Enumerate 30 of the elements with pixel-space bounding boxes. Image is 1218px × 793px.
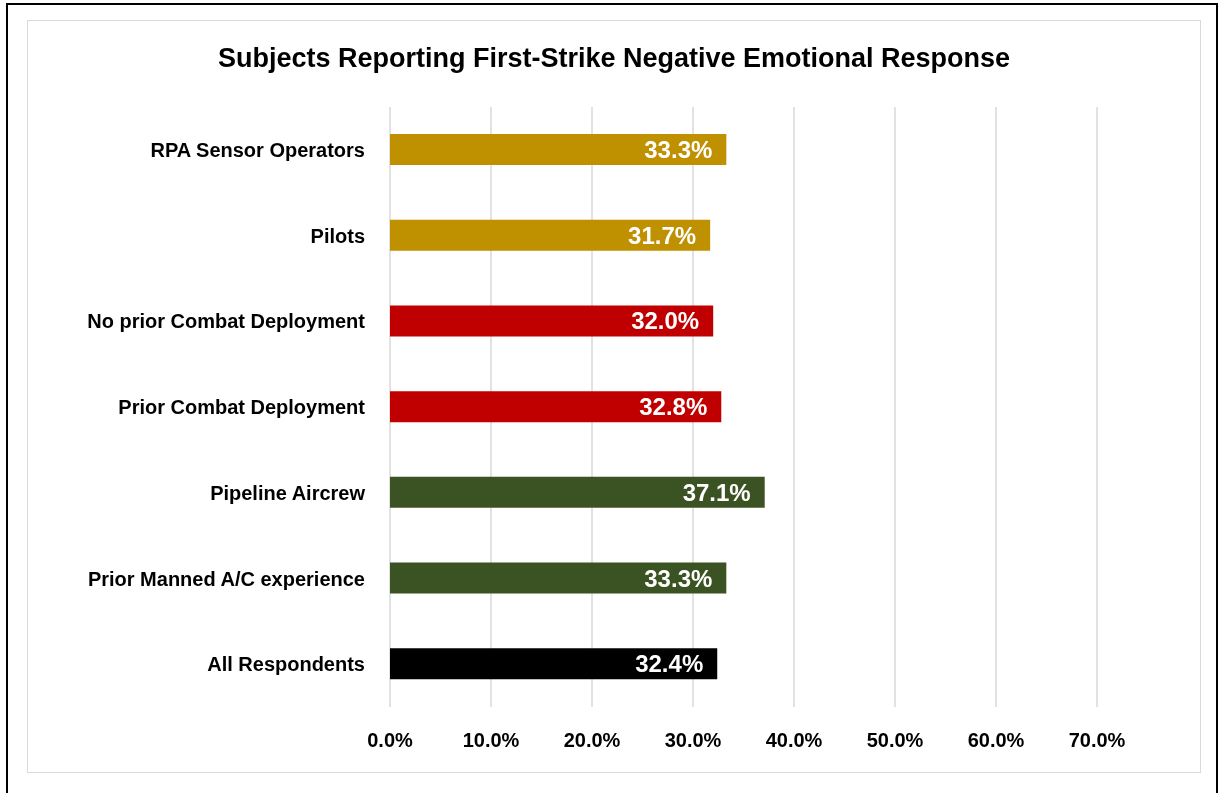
data-label: 32.4% — [635, 650, 704, 678]
x-tick-label: 60.0% — [967, 729, 1025, 752]
bar — [390, 391, 722, 423]
data-label: 31.7% — [628, 221, 697, 249]
x-tick-label: 50.0% — [866, 729, 924, 752]
data-label: 32.8% — [639, 393, 708, 421]
y-tick-label: Pipeline Aircrew — [210, 481, 366, 504]
y-tick-label: Pilots — [310, 224, 365, 247]
x-tick-label: 30.0% — [664, 729, 722, 752]
x-tick-label: 10.0% — [462, 729, 520, 752]
data-label: 33.3% — [644, 136, 713, 164]
x-tick-label: 70.0% — [1068, 729, 1126, 752]
x-tick-label: 40.0% — [765, 729, 823, 752]
chart-title: Subjects Reporting First-Strike Negative Emotional Response — [216, 42, 1012, 75]
x-tick-label: 20.0% — [563, 729, 621, 752]
bar — [390, 219, 711, 251]
x-tick-label: 0.0% — [367, 729, 414, 752]
y-tick-label: Prior Manned A/C experience — [87, 567, 365, 590]
bar — [390, 562, 727, 594]
y-tick-label: Prior Combat Deployment — [118, 396, 366, 419]
data-label: 32.0% — [631, 307, 700, 335]
y-tick-label: All Respondents — [207, 653, 365, 676]
y-tick-label: No prior Combat Deployment — [87, 310, 366, 333]
data-label: 37.1% — [682, 478, 751, 506]
bar — [390, 648, 718, 680]
bar — [390, 305, 714, 337]
bar — [390, 134, 727, 165]
bar — [390, 476, 765, 508]
data-label: 33.3% — [644, 564, 713, 592]
y-tick-label: RPA Sensor Operators — [150, 138, 365, 161]
